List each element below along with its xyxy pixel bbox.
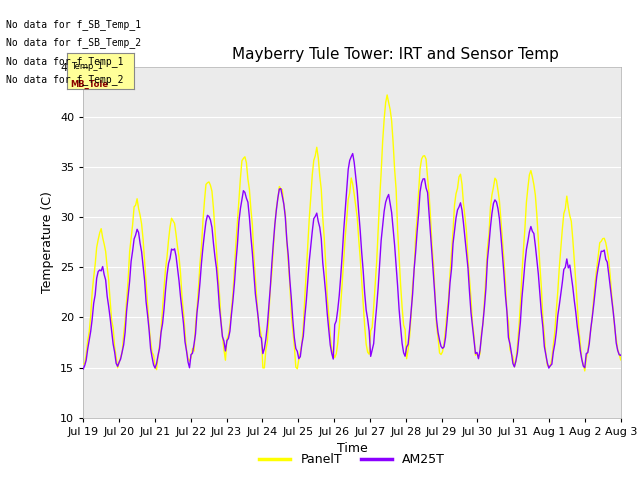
Text: No data for f_Temp_1: No data for f_Temp_1 [6, 56, 124, 67]
Text: MB_Tole: MB_Tole [70, 80, 109, 89]
Text: Temp_1: Temp_1 [70, 62, 102, 71]
Y-axis label: Temperature (C): Temperature (C) [42, 192, 54, 293]
Legend: PanelT, AM25T: PanelT, AM25T [254, 448, 450, 471]
Text: No data for f_SB_Temp_2: No data for f_SB_Temp_2 [6, 37, 141, 48]
Text: No data for f_Temp_2: No data for f_Temp_2 [6, 74, 124, 85]
Title: Mayberry Tule Tower: IRT and Sensor Temp: Mayberry Tule Tower: IRT and Sensor Temp [232, 47, 559, 62]
Text: No data for f_SB_Temp_1: No data for f_SB_Temp_1 [6, 19, 141, 30]
X-axis label: Time: Time [337, 442, 367, 455]
